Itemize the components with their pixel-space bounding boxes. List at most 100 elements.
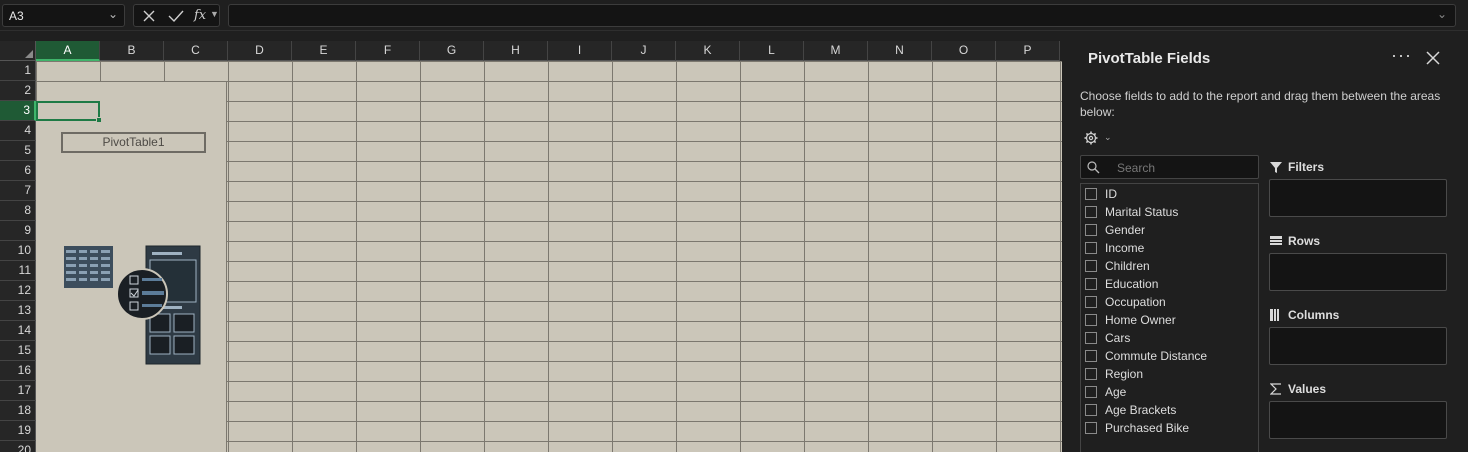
field-item[interactable]: Education (1085, 275, 1158, 293)
row-header-2[interactable]: 2 (0, 81, 36, 101)
field-item[interactable]: Children (1085, 257, 1150, 275)
column-header-m[interactable]: M (804, 41, 868, 61)
rows-label: Rows (1288, 234, 1321, 248)
field-checkbox[interactable] (1085, 224, 1097, 236)
row-header-16[interactable]: 16 (0, 361, 36, 381)
field-item[interactable]: Commute Distance (1085, 347, 1207, 365)
row-header-11[interactable]: 11 (0, 261, 36, 281)
pivot-placeholder-top (100, 81, 227, 101)
column-header-e[interactable]: E (292, 41, 356, 61)
values-label: Values (1288, 382, 1327, 396)
field-label: Home Owner (1105, 313, 1176, 327)
row-header-1[interactable]: 1 (0, 61, 36, 81)
column-header-k[interactable]: K (676, 41, 740, 61)
name-box[interactable]: A3 ⌄ (2, 4, 125, 27)
insert-function-button[interactable]: fx (194, 8, 207, 23)
row-header-19[interactable]: 19 (0, 421, 36, 441)
active-cell-A3[interactable] (36, 101, 102, 123)
cancel-icon[interactable] (142, 9, 156, 23)
column-header-h[interactable]: H (484, 41, 548, 61)
more-options-icon[interactable]: ··· (1391, 45, 1412, 65)
formula-input[interactable]: ⌄ (228, 4, 1456, 27)
columns-icon (1270, 309, 1279, 321)
field-item[interactable]: Region (1085, 365, 1143, 383)
expand-formula-icon[interactable]: ⌄ (1436, 7, 1447, 21)
columns-drop-zone[interactable] (1269, 327, 1447, 365)
field-checkbox[interactable] (1085, 260, 1097, 272)
field-checkbox[interactable] (1085, 314, 1097, 326)
column-header-j[interactable]: J (612, 41, 676, 61)
field-item[interactable]: Income (1085, 239, 1144, 257)
tools-button[interactable]: ⌄ (1084, 131, 1112, 150)
chevron-down-icon[interactable]: ⌄ (107, 7, 118, 21)
row-header-9[interactable]: 9 (0, 221, 36, 241)
row-header-15[interactable]: 15 (0, 341, 36, 361)
column-header-o[interactable]: O (932, 41, 996, 61)
field-item[interactable]: Cars (1085, 329, 1130, 347)
enter-check-icon[interactable] (168, 9, 184, 23)
row-header-18[interactable]: 18 (0, 401, 36, 421)
field-item[interactable]: Home Owner (1085, 311, 1176, 329)
field-item[interactable]: Age Brackets (1085, 401, 1176, 419)
field-checkbox[interactable] (1085, 242, 1097, 254)
field-label: Age Brackets (1105, 403, 1177, 417)
row-header-3[interactable]: 3 (0, 101, 36, 121)
field-label: ID (1105, 187, 1117, 201)
pane-description: Choose fields to add to the report and d… (1080, 89, 1441, 119)
column-header-b[interactable]: B (100, 41, 164, 61)
rows-drop-zone[interactable] (1269, 253, 1447, 291)
row-header-7[interactable]: 7 (0, 181, 36, 201)
column-header-n[interactable]: N (868, 41, 932, 61)
row-header-8[interactable]: 8 (0, 201, 36, 221)
field-checkbox[interactable] (1085, 296, 1097, 308)
filters-drop-zone[interactable] (1269, 179, 1447, 217)
field-search-input[interactable]: Search (1080, 155, 1259, 179)
field-checkbox[interactable] (1085, 332, 1097, 344)
fill-handle[interactable] (96, 117, 102, 123)
field-label: Marital Status (1105, 205, 1179, 219)
rows-icon (1270, 236, 1282, 245)
field-item[interactable]: Occupation (1085, 293, 1166, 311)
column-header-d[interactable]: D (228, 41, 292, 61)
field-label: Gender (1105, 223, 1146, 237)
field-checkbox[interactable] (1085, 188, 1097, 200)
row-header-20[interactable]: 20 (0, 441, 36, 452)
cell-grid[interactable] (36, 61, 1062, 452)
field-checkbox[interactable] (1085, 278, 1097, 290)
field-item[interactable]: Gender (1085, 221, 1145, 239)
field-item[interactable]: Age (1085, 383, 1126, 401)
row-header-14[interactable]: 14 (0, 321, 36, 341)
field-checkbox[interactable] (1085, 386, 1097, 398)
field-checkbox[interactable] (1085, 404, 1097, 416)
field-item[interactable]: ID (1085, 185, 1117, 203)
column-header-i[interactable]: I (548, 41, 612, 61)
field-checkbox[interactable] (1085, 206, 1097, 218)
column-header-g[interactable]: G (420, 41, 484, 61)
row-header-4[interactable]: 4 (0, 121, 36, 141)
field-label: Age (1105, 385, 1127, 399)
row-header-13[interactable]: 13 (0, 301, 36, 321)
values-area-label: Values (1270, 382, 1326, 396)
row-header-12[interactable]: 12 (0, 281, 36, 301)
field-item[interactable]: Marital Status (1085, 203, 1178, 221)
column-header-c[interactable]: C (164, 41, 228, 61)
field-checkbox[interactable] (1085, 368, 1097, 380)
column-header-f[interactable]: F (356, 41, 420, 61)
filters-label: Filters (1288, 160, 1325, 174)
select-all-button[interactable] (0, 41, 36, 61)
row-header-5[interactable]: 5 (0, 141, 36, 161)
field-label: Commute Distance (1105, 349, 1208, 363)
column-header-a[interactable]: A (36, 41, 100, 61)
field-label: Cars (1105, 331, 1131, 345)
field-checkbox[interactable] (1085, 350, 1097, 362)
row-header-10[interactable]: 10 (0, 241, 36, 261)
close-icon[interactable] (1426, 51, 1440, 65)
column-header-p[interactable]: P (996, 41, 1060, 61)
field-item[interactable]: Purchased Bike (1085, 419, 1189, 437)
row-header-6[interactable]: 6 (0, 161, 36, 181)
column-header-l[interactable]: L (740, 41, 804, 61)
values-drop-zone[interactable] (1269, 401, 1447, 439)
chevron-down-icon[interactable]: ▼ (210, 9, 219, 19)
field-checkbox[interactable] (1085, 422, 1097, 434)
row-header-17[interactable]: 17 (0, 381, 36, 401)
